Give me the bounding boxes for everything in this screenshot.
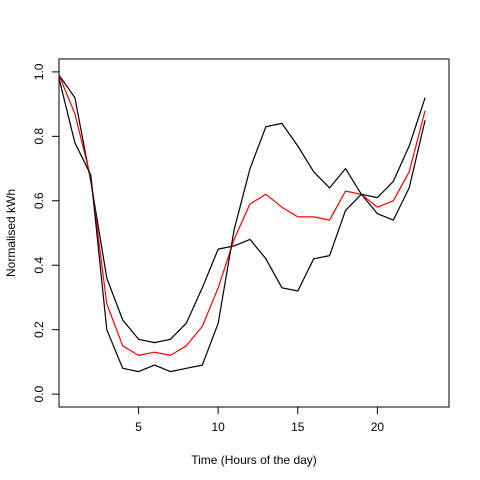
series-line-2 <box>58 78 426 373</box>
series-line-0 <box>58 74 426 344</box>
y-tick-label: 0.6 <box>32 192 46 209</box>
x-tick-label: 5 <box>135 420 142 434</box>
x-tick-label: 10 <box>212 420 226 434</box>
plot-frame <box>58 58 450 408</box>
y-tick-label: 1.0 <box>32 63 46 80</box>
y-tick-label: 0.2 <box>32 321 46 338</box>
y-axis-label: Normalised kWh <box>4 189 18 277</box>
y-tick-label: 0.0 <box>32 385 46 402</box>
x-axis: 5 10 15 20 <box>135 407 384 434</box>
x-tick-label: 20 <box>371 420 385 434</box>
x-tick-label: 15 <box>291 420 305 434</box>
y-tick-label: 0.8 <box>32 128 46 145</box>
y-tick-label: 0.4 <box>32 257 46 274</box>
y-axis: 0.0 0.2 0.4 0.6 0.8 1.0 <box>32 63 59 402</box>
series-line-1 <box>58 74 426 356</box>
series-layer <box>58 74 426 373</box>
x-axis-label: Time (Hours of the day) <box>191 453 317 467</box>
